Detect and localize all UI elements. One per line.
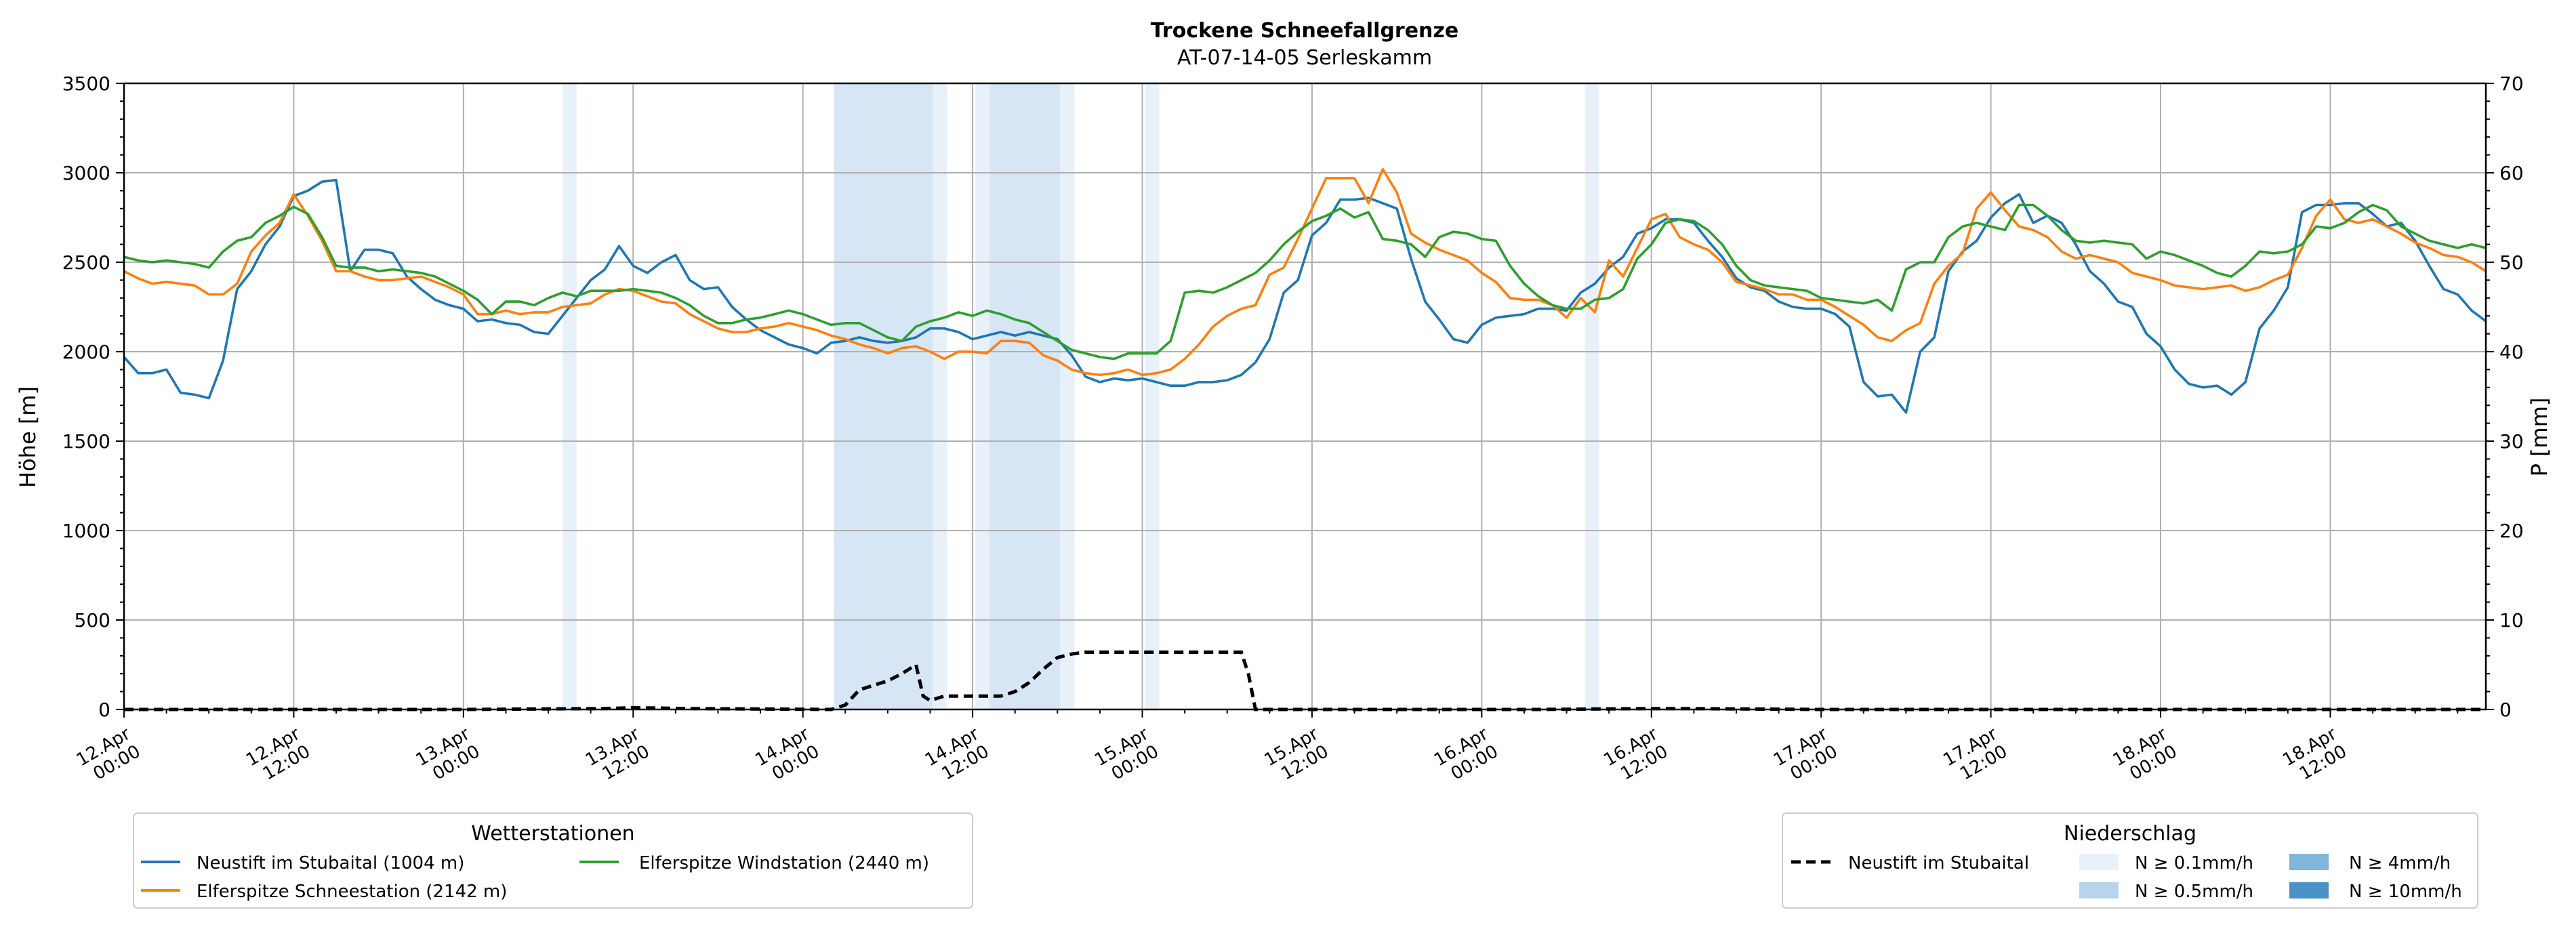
legend-label-precip: Neustift im Stubaital <box>1848 853 2029 873</box>
station-lines <box>123 167 2487 711</box>
legend-label-band-2: N ≥ 4mm/h <box>2349 853 2451 873</box>
y-left-tick-label-2500: 2500 <box>62 251 110 274</box>
chart-subtitle: AT-07-14-05 Serleskamm <box>1177 46 1432 70</box>
legend-label-band-0: N ≥ 0.1mm/h <box>2135 853 2253 873</box>
legend-swatch-band-2 <box>2289 854 2329 870</box>
x-tick-label-11: 17.Apr12:00 <box>1940 724 2011 788</box>
plot-frame <box>123 82 2487 711</box>
x-tick-label-10: 17.Apr00:00 <box>1770 724 1841 788</box>
precip-line <box>124 651 2486 711</box>
grid-lines <box>123 83 2486 710</box>
y-left-tick-label-1500: 1500 <box>62 430 110 453</box>
y-left-tick-label-1000: 1000 <box>62 520 110 542</box>
x-tick-label-9: 16.Apr12:00 <box>1601 724 1672 788</box>
precip-band-1 <box>834 83 933 709</box>
x-tick-label-6: 15.Apr00:00 <box>1091 724 1162 788</box>
precip-band-5 <box>1060 83 1075 709</box>
legend-label-windstation: Elferspitze Windstation (2440 m) <box>639 853 929 873</box>
y-left-tick-label-500: 500 <box>75 609 110 632</box>
y-axis-label-right: P [mm] <box>2527 398 2552 477</box>
legend-label-band-1: N ≥ 0.5mm/h <box>2135 882 2253 902</box>
y-right-tick-label-10: 10 <box>2499 609 2524 632</box>
series-line-1 <box>123 167 2487 377</box>
legend-stations-title: Wetterstationen <box>471 822 634 846</box>
series-line-0 <box>123 178 2487 414</box>
y-left-tick-label-2000: 2000 <box>62 341 110 363</box>
legend-swatch-band-3 <box>2289 882 2329 899</box>
legend-precipitation: Niederschlag Neustift im Stubaital N ≥ 0… <box>1782 812 2478 909</box>
legend-swatch-band-1 <box>2079 882 2119 899</box>
y-right-tick-label-30: 30 <box>2499 430 2524 453</box>
x-tick-label-5: 14.Apr12:00 <box>922 724 993 788</box>
x-tick-label-13: 18.Apr12:00 <box>2279 724 2350 788</box>
legend-stations-frame <box>133 812 973 909</box>
x-tick-label-8: 16.Apr00:00 <box>1431 724 1502 788</box>
precipitation-bands <box>562 83 1599 709</box>
legend-swatch-band-0 <box>2079 854 2119 870</box>
legend-stations: Wetterstationen Neustift im Stubaital (1… <box>133 812 973 909</box>
precip-band-2 <box>933 83 947 709</box>
chart-title: Trockene Schneefallgrenze <box>1151 19 1458 43</box>
precip-band-6 <box>1145 83 1160 709</box>
precip-band-3 <box>975 83 990 709</box>
x-tick-label-1: 12.Apr12:00 <box>243 724 314 788</box>
x-tick-label-12: 18.Apr00:00 <box>2110 724 2181 788</box>
x-tick-label-4: 14.Apr00:00 <box>752 724 823 788</box>
y-right-tick-label-60: 60 <box>2499 162 2524 184</box>
y-left-tick-label-3500: 3500 <box>62 73 110 95</box>
x-tick-label-3: 13.Apr12:00 <box>582 724 653 788</box>
x-tick-label-0: 12.Apr00:00 <box>73 724 144 788</box>
y-left-tick-label-0: 0 <box>98 699 110 721</box>
x-tick-label-2: 13.Apr00:00 <box>413 724 484 788</box>
precip-band-0 <box>562 83 577 709</box>
legend-label-band-3: N ≥ 10mm/h <box>2349 882 2462 902</box>
y-left-tick-label-3000: 3000 <box>62 162 110 184</box>
legend-label-neustift: Neustift im Stubaital (1004 m) <box>197 853 464 873</box>
x-tick-label-7: 15.Apr12:00 <box>1261 724 1332 788</box>
legend-precip-title: Niederschlag <box>2064 822 2196 846</box>
precip-band-4 <box>989 83 1061 709</box>
y-right-tick-label-40: 40 <box>2499 341 2524 363</box>
y-axis-label-left: Höhe [m] <box>15 386 41 488</box>
y-right-tick-label-70: 70 <box>2499 73 2524 95</box>
series-line-2 <box>123 203 2487 360</box>
y-right-tick-label-20: 20 <box>2499 520 2524 542</box>
y-right-tick-label-0: 0 <box>2499 699 2512 721</box>
axes: 0 500 1000 1500 2000 2500 3000 3500 0 10 20 30 40 50 6… <box>62 73 2524 788</box>
legend-label-schneestation: Elferspitze Schneestation (2142 m) <box>197 882 507 902</box>
y-right-tick-label-50: 50 <box>2499 251 2524 274</box>
precip-band-7 <box>1585 83 1599 709</box>
